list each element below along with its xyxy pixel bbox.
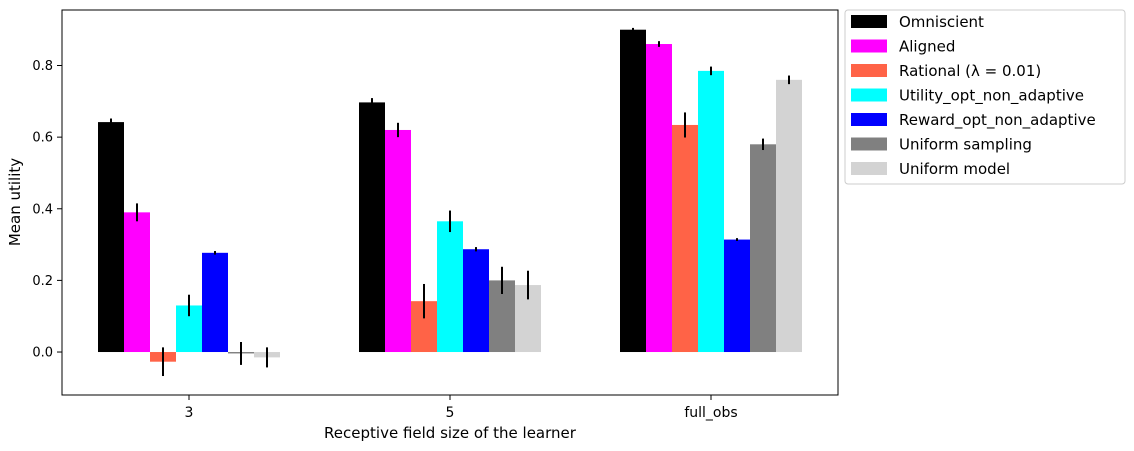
bar-6-2 bbox=[776, 79, 802, 353]
bar-3-2 bbox=[698, 70, 724, 353]
legend-swatch-4 bbox=[851, 113, 887, 126]
legend-swatch-6 bbox=[851, 162, 887, 175]
y-tick-label-0: 0.0 bbox=[32, 346, 53, 361]
bar-3-1 bbox=[437, 221, 463, 353]
x-tick-label-2: full_obs bbox=[684, 405, 737, 421]
x-axis: 3 5 full_obs bbox=[185, 395, 738, 421]
bar-4-0 bbox=[202, 252, 228, 353]
legend-label-2: Rational (λ = 0.01) bbox=[899, 62, 1041, 80]
bar-0-2 bbox=[620, 29, 646, 353]
legend-label-3: Utility_opt_non_adaptive bbox=[899, 87, 1084, 106]
bar-4-2 bbox=[724, 239, 750, 353]
bars-layer bbox=[98, 29, 802, 362]
bar-1-0 bbox=[124, 212, 150, 353]
y-tick-label-1: 0.2 bbox=[32, 274, 53, 289]
legend-label-6: Uniform model bbox=[899, 160, 1010, 178]
y-tick-label-2: 0.4 bbox=[32, 202, 53, 217]
y-axis: 0.0 0.2 0.4 0.6 0.8 bbox=[32, 59, 62, 361]
bar-1-2 bbox=[646, 44, 672, 353]
y-axis-label: Mean utility bbox=[6, 158, 24, 246]
bar-2-2 bbox=[672, 124, 698, 353]
legend-label-4: Reward_opt_non_adaptive bbox=[899, 111, 1096, 130]
bar-5-2 bbox=[750, 144, 776, 353]
bar-4-1 bbox=[463, 249, 489, 353]
x-axis-label: Receptive field size of the learner bbox=[324, 424, 577, 442]
legend-swatch-3 bbox=[851, 88, 887, 102]
legend-label-0: Omniscient bbox=[899, 13, 984, 31]
legend-swatch-0 bbox=[851, 15, 887, 28]
legend-swatch-1 bbox=[851, 39, 887, 53]
bar-1-1 bbox=[385, 129, 411, 353]
x-tick-label-0: 3 bbox=[185, 405, 194, 421]
bar-0-1 bbox=[359, 102, 385, 353]
legend-frame bbox=[844, 9, 1126, 185]
y-tick-label-3: 0.6 bbox=[32, 131, 53, 146]
errorbars-layer bbox=[110, 27, 790, 377]
y-tick-label-4: 0.8 bbox=[32, 59, 53, 74]
x-tick-label-1: 5 bbox=[446, 405, 455, 421]
legend: Omniscient Aligned Rational (λ = 0.01) Util… bbox=[844, 9, 1126, 185]
legend-label-1: Aligned bbox=[899, 38, 955, 56]
bar-0-0 bbox=[98, 122, 124, 353]
legend-swatch-5 bbox=[851, 137, 887, 151]
legend-swatch-2 bbox=[851, 64, 887, 77]
legend-label-5: Uniform sampling bbox=[899, 136, 1032, 154]
